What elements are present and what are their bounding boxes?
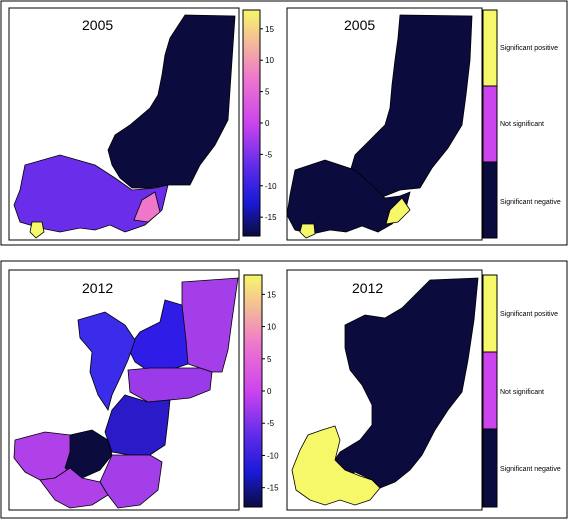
category-label-negative: Significant negative <box>500 199 561 206</box>
region-plateaux <box>127 367 213 403</box>
frame-2005 <box>0 0 568 246</box>
panel-year: 2005 <box>82 17 113 33</box>
panel-2012-continuous: 2012 15 10 5 0 -5 -10 -15 <box>8 269 279 511</box>
colorbar-tick-label: -10 <box>265 182 277 191</box>
colorbar-tick-label: -5 <box>265 150 273 159</box>
colorbar-tick-label: 15 <box>265 25 274 34</box>
region-west-mid <box>77 311 136 411</box>
colorbar-tick-label: 5 <box>265 88 270 97</box>
colorbar-tick-label: 5 <box>267 355 272 364</box>
colorbar-tick-label: -5 <box>267 419 275 428</box>
category-label-not-significant: Not significant <box>500 121 544 128</box>
panel-year: 2005 <box>344 17 375 33</box>
category-label-not-significant: Not significant <box>500 389 544 396</box>
colorbar-tick-label: 0 <box>265 119 270 128</box>
colorbar <box>243 274 263 508</box>
colorbar-ticks: 15 10 5 0 -5 -10 -15 <box>260 25 277 222</box>
panel-year: 2012 <box>352 280 383 296</box>
colorbar-tick-label: 10 <box>267 323 276 332</box>
category-swatch-not-significant <box>482 351 498 430</box>
colorbar-tick-label: 10 <box>265 56 274 65</box>
colorbar-tick-label: -10 <box>267 451 279 460</box>
panel-2005-continuous: 2005 15 10 5 0 -5 -10 -15 <box>8 7 277 241</box>
region-sw-spot <box>29 221 45 239</box>
frame-2012 <box>0 260 568 519</box>
category-label-positive: Significant positive <box>500 45 558 52</box>
category-swatch-negative <box>482 428 498 508</box>
category-swatch-positive <box>482 274 498 353</box>
category-swatch-negative <box>482 161 498 239</box>
panel-2012-categorical: 2012 Significant positive Not significan… <box>286 269 561 511</box>
category-swatch-not-significant <box>482 85 498 163</box>
colorbar-tick-label: -15 <box>265 213 277 222</box>
region-sw <box>291 425 381 506</box>
category-label-negative: Significant negative <box>500 466 561 473</box>
region-sw-spot <box>299 223 316 239</box>
region-north <box>107 14 236 189</box>
category-label-positive: Significant positive <box>500 311 558 318</box>
category-swatch-positive <box>482 9 498 87</box>
region-se-spot <box>385 197 411 225</box>
panel-year: 2012 <box>82 280 113 296</box>
region-se-spot <box>133 191 161 223</box>
region-south <box>286 159 411 235</box>
colorbar-ticks: 15 10 5 0 -5 -10 -15 <box>262 290 279 493</box>
colorbar <box>242 9 261 237</box>
panel-2005-categorical: 2005 Significant positive Not significan… <box>286 7 561 241</box>
region-pool-a <box>64 429 113 479</box>
region-se <box>99 454 163 509</box>
colorbar-tick-label: 0 <box>267 387 272 396</box>
colorbar-tick-label: -15 <box>267 484 279 493</box>
colorbar-tick-label: 15 <box>267 290 276 299</box>
region-south <box>13 154 169 233</box>
